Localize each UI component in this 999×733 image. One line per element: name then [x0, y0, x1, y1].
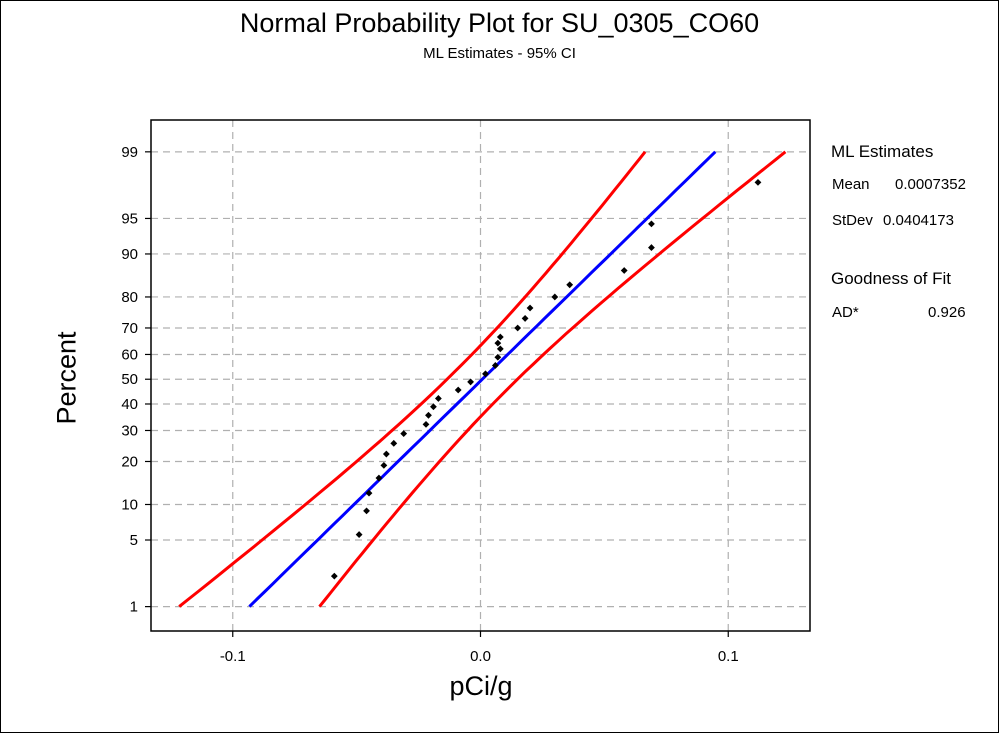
y-tick-label: 10: [121, 496, 138, 513]
data-point: [648, 220, 655, 228]
data-point: [380, 461, 388, 469]
data-point: [496, 345, 504, 353]
lower-confidence-band: [178, 150, 647, 608]
y-tick-label: 70: [121, 320, 138, 337]
data-point: [521, 315, 529, 322]
stdev-label: StDev: [832, 212, 873, 229]
data-point: [390, 439, 398, 447]
data-point: [482, 370, 489, 378]
chart-title: Normal Probability Plot for SU_0305_CO60: [239, 8, 760, 38]
y-tick-label: 99: [121, 144, 138, 161]
fit-line-layer: [248, 150, 717, 608]
data-point: [430, 403, 437, 411]
x-tick-label: 0.0: [470, 648, 491, 665]
data-point: [363, 507, 370, 515]
data-point: [494, 339, 502, 347]
y-tick-label: 50: [121, 371, 138, 388]
y-tick-label: 20: [121, 453, 138, 470]
ml-estimates-heading: ML Estimates: [831, 142, 934, 161]
data-point: [425, 411, 432, 419]
data-point: [434, 395, 442, 402]
y-tick-label: 5: [130, 532, 138, 549]
data-point: [467, 378, 474, 386]
mean-value: 0.0007352: [895, 176, 966, 193]
data-point: [382, 450, 390, 458]
data-point: [514, 324, 522, 332]
y-tick-label: 60: [121, 346, 138, 363]
data-point: [648, 244, 655, 251]
tick-layer: 1 5 10 20 30 40 50 60 70 80 90 95 99 -0.1 0.0 0.1: [121, 144, 738, 665]
x-axis-label: pCi/g: [449, 671, 513, 701]
data-point: [496, 333, 504, 341]
data-point: [355, 531, 363, 538]
data-point: [491, 362, 499, 369]
data-point: [754, 178, 762, 186]
upper-confidence-band: [318, 150, 787, 608]
data-point: [620, 267, 628, 274]
data-point: [494, 353, 502, 361]
data-point: [422, 420, 430, 428]
y-axis-label: Percent: [51, 331, 82, 425]
data-point-layer: [330, 178, 762, 580]
y-tick-label: 80: [121, 289, 138, 306]
data-point: [375, 474, 383, 482]
x-tick-label: 0.1: [718, 648, 739, 665]
y-tick-label: 1: [130, 599, 138, 616]
y-tick-label: 40: [121, 396, 138, 413]
stdev-value: 0.0404173: [883, 212, 954, 229]
data-point: [551, 293, 559, 301]
ad-label: AD*: [832, 304, 859, 321]
y-tick-label: 95: [121, 210, 138, 227]
grid-layer: [151, 120, 810, 631]
chart-subtitle: ML Estimates - 95% CI: [423, 45, 576, 62]
fitted-line: [248, 150, 717, 608]
data-point: [454, 386, 462, 394]
y-tick-label: 30: [121, 422, 138, 439]
data-point: [365, 489, 373, 497]
mean-label: Mean: [832, 176, 870, 193]
data-point: [330, 572, 338, 580]
y-tick-label: 90: [121, 246, 138, 263]
ad-value: 0.926: [928, 304, 966, 321]
data-point: [566, 281, 574, 289]
x-tick-label: -0.1: [220, 648, 246, 665]
data-point: [400, 430, 408, 438]
confidence-band-layer: [178, 150, 787, 608]
data-point: [526, 304, 534, 312]
goodness-of-fit-heading: Goodness of Fit: [831, 269, 952, 288]
